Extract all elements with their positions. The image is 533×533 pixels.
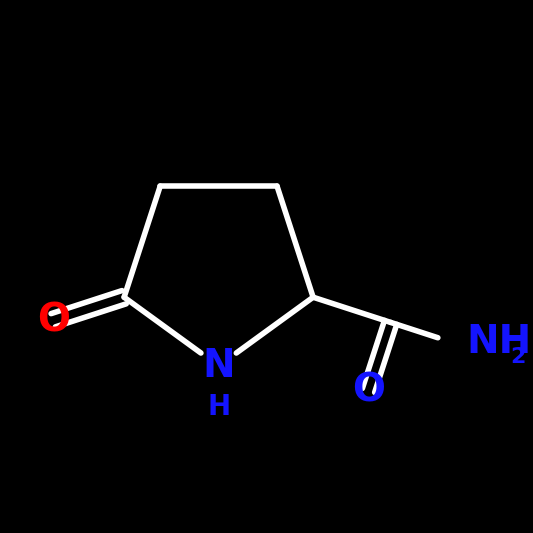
Text: H: H: [207, 393, 230, 421]
Text: 2: 2: [510, 348, 526, 367]
Text: O: O: [37, 301, 70, 339]
Text: O: O: [352, 372, 385, 409]
Text: N: N: [203, 347, 235, 385]
Text: NH: NH: [466, 324, 531, 361]
